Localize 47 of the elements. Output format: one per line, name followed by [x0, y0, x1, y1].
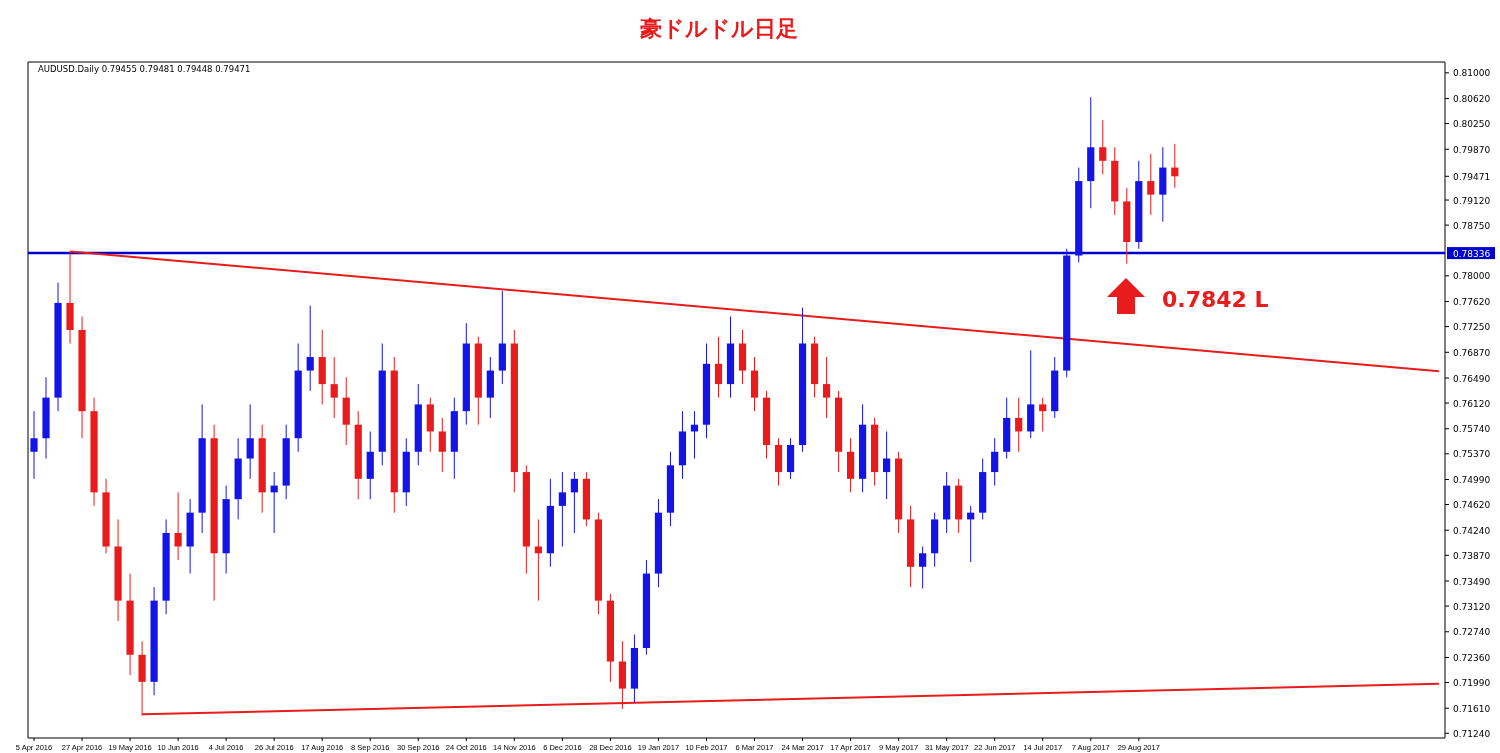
y-tick-label: 0.75370: [1453, 449, 1491, 460]
y-tick-label: 0.73120: [1453, 601, 1491, 612]
candlestick: [438, 417, 446, 473]
candlestick: [919, 546, 927, 589]
y-tick-label: 0.79471: [1453, 171, 1491, 182]
y-tick-label: 0.71610: [1453, 703, 1491, 714]
y-tick-label: 0.77620: [1453, 297, 1491, 308]
y-tick-label: 0.72740: [1453, 627, 1491, 638]
y-tick-label: 0.80620: [1453, 94, 1491, 105]
y-tick-label: 0.72360: [1453, 652, 1491, 663]
y-tick-label: 0.71990: [1453, 678, 1491, 689]
y-tick-label: 0.73490: [1453, 576, 1491, 587]
candlestick: [1039, 397, 1047, 432]
y-tick-label: 0.74620: [1453, 500, 1491, 511]
candlestick: [246, 403, 254, 480]
y-tick-label: 0.81000: [1453, 68, 1491, 79]
y-tick-label: 0.80250: [1453, 119, 1491, 130]
chart-title: 豪ドルドル日足: [639, 16, 798, 41]
ref-line-label: 0.78336: [1453, 248, 1491, 259]
y-tick-label: 0.76870: [1453, 347, 1491, 358]
candlestick: [1015, 397, 1023, 453]
candlestick: [883, 430, 891, 500]
y-tick-label: 0.76490: [1453, 373, 1491, 384]
candlestick: [822, 356, 831, 419]
y-tick-label: 0.78750: [1453, 220, 1491, 231]
candlestick: [714, 336, 723, 399]
y-tick-label: 0.71240: [1453, 728, 1491, 739]
candlestick: [558, 471, 566, 547]
y-tick-label: 0.78000: [1453, 271, 1491, 282]
annotation: AUDUSD.Daily 0.79455 0.79481 0.79448 0.79471: [38, 64, 251, 74]
y-tick-label: 0.79870: [1453, 144, 1491, 155]
y-tick-label: 0.73870: [1453, 550, 1491, 561]
y-tick-label: 0.75740: [1453, 424, 1491, 435]
candlestick: [1147, 153, 1155, 216]
candlestick: [330, 356, 338, 419]
y-tick-label: 0.79120: [1453, 195, 1491, 206]
candlestick: [570, 471, 578, 534]
annotation: 0.7842 L: [1162, 287, 1269, 312]
y-tick-label: 0.77250: [1453, 322, 1491, 333]
y-tick-label: 0.76120: [1453, 398, 1491, 409]
candlestick: [1099, 119, 1107, 175]
y-tick-label: 0.74990: [1453, 475, 1491, 486]
candlestick: [174, 491, 182, 561]
candlestick: [991, 437, 999, 487]
candlestick: [306, 305, 314, 392]
y-tick-label: 0.74240: [1453, 525, 1491, 536]
candlestick: [30, 410, 38, 480]
